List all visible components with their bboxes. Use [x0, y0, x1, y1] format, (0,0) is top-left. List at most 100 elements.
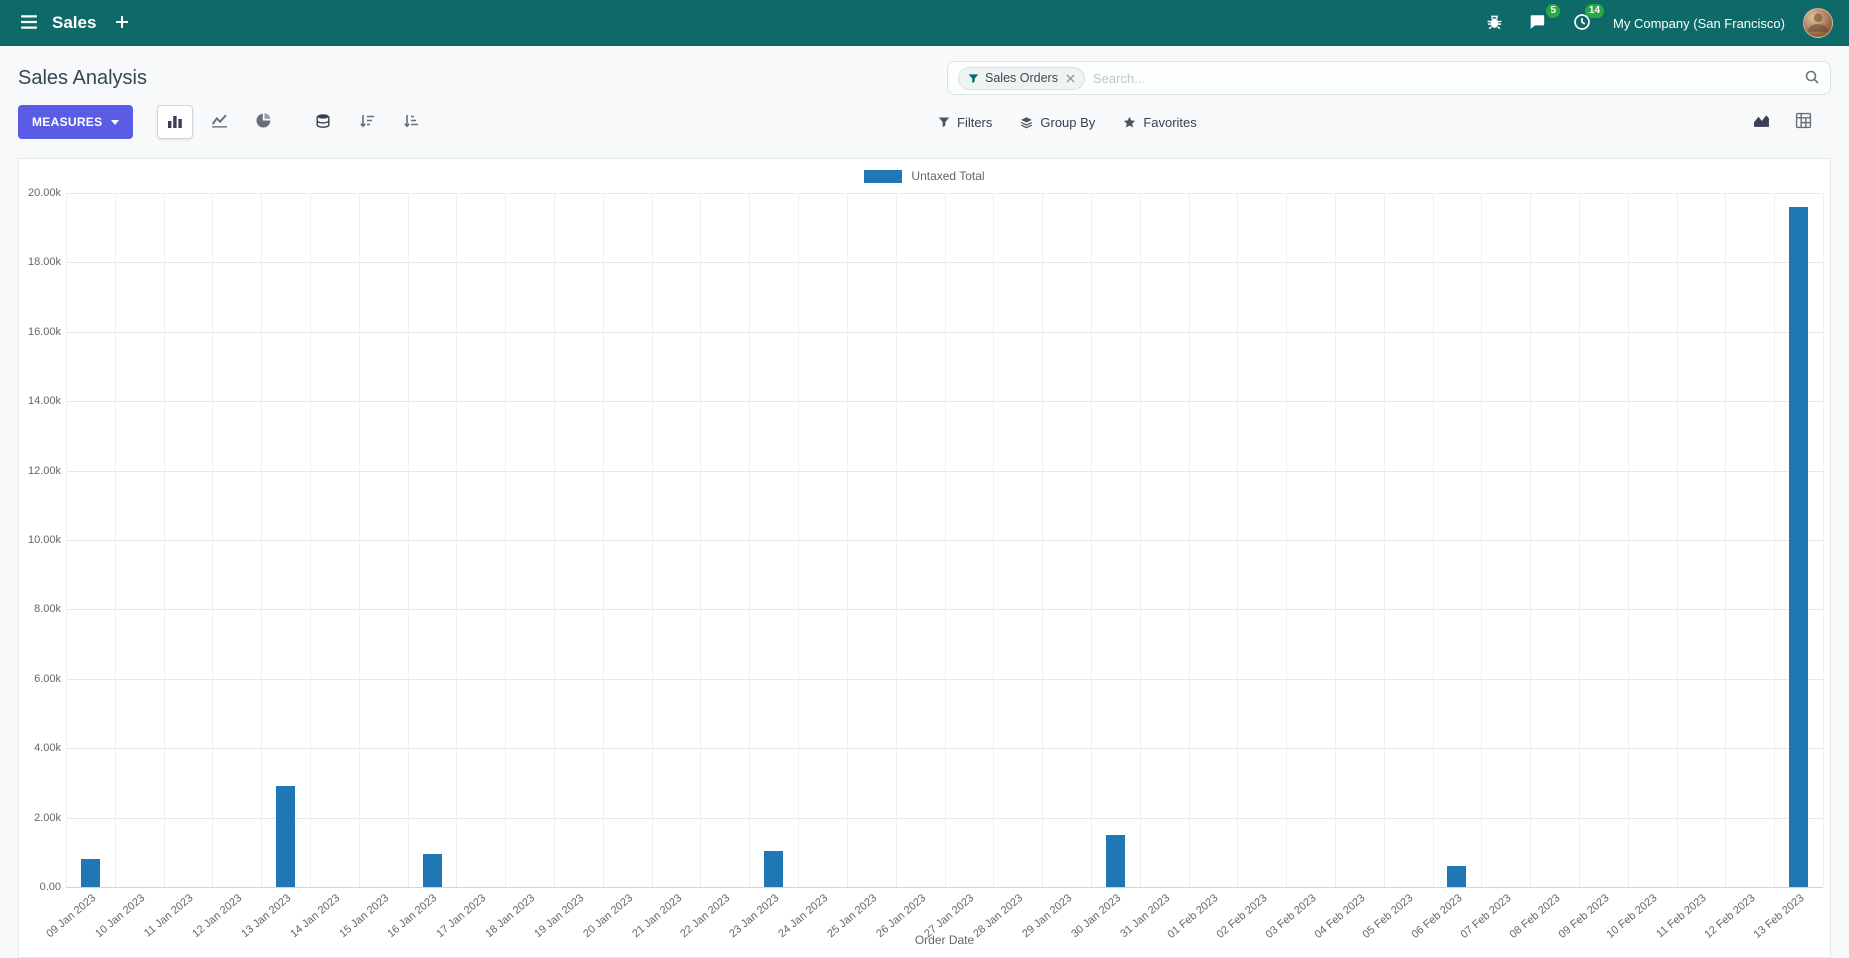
app-menu-sales[interactable]: Sales — [52, 13, 97, 32]
menu-toggle-button[interactable] — [16, 9, 42, 38]
group-by-button[interactable]: Group By — [1020, 115, 1095, 130]
gridline-vertical — [1774, 193, 1776, 887]
pivot-table-icon — [1795, 112, 1812, 132]
bar-13-jan-2023[interactable] — [276, 786, 296, 887]
measures-label: MEASURES — [32, 115, 103, 129]
group-by-label: Group By — [1040, 114, 1096, 130]
plus-button[interactable] — [110, 10, 134, 37]
gridline-vertical — [456, 193, 458, 887]
gridline-vertical — [1042, 193, 1044, 887]
group-by-icon — [1020, 116, 1033, 129]
y-axis: 0.00 2.00k 4.00k 6.00k 8.00k 10.00k 12.00k 14.0… — [19, 187, 61, 893]
gridline-vertical — [1432, 193, 1434, 887]
bar-chart-icon — [167, 113, 183, 132]
chat-icon — [1529, 13, 1547, 34]
bar-13-feb-2023[interactable] — [1789, 206, 1809, 887]
messages-badge: 5 — [1546, 3, 1561, 18]
x-axis-title: Order Date — [914, 933, 975, 947]
y-tick-label: 4.00k — [34, 742, 61, 755]
y-tick-label: 10.00k — [27, 534, 61, 546]
messages-button[interactable]: 5 — [1525, 3, 1561, 38]
plus-icon — [114, 14, 130, 33]
person-icon — [1805, 12, 1831, 37]
activities-badge: 14 — [1584, 3, 1605, 18]
gridline-vertical — [1530, 193, 1532, 887]
measures-button[interactable]: MEASURES — [18, 105, 134, 139]
y-tick-label: 14.00k — [27, 395, 61, 408]
pie-chart-icon — [255, 112, 272, 132]
y-tick-label: 12.00k — [27, 464, 61, 477]
gridline-vertical — [846, 193, 848, 887]
user-avatar[interactable] — [1803, 8, 1833, 38]
bar-09-jan-2023[interactable] — [80, 859, 100, 887]
y-tick-label: 20.00k — [27, 187, 61, 199]
gridline-vertical — [407, 193, 409, 887]
gridline-vertical — [1139, 193, 1141, 887]
gridline-vertical — [1725, 193, 1727, 887]
search-options-group: Filters Group By Favorites — [938, 115, 1197, 130]
search-bar[interactable]: Sales Orders — [947, 61, 1831, 95]
stacked-toggle-button[interactable] — [305, 105, 341, 139]
facet-remove-button[interactable] — [1066, 71, 1075, 86]
y-tick-label: 8.00k — [34, 603, 61, 616]
gridline-vertical — [798, 193, 800, 887]
bar-23-jan-2023[interactable] — [764, 850, 784, 887]
debug-button[interactable] — [1482, 9, 1507, 37]
control-panel: Sales Analysis Sales Orders — [0, 46, 1849, 150]
search-submit-button[interactable] — [1804, 69, 1820, 88]
gridline-vertical — [993, 193, 995, 887]
chart-type-group — [157, 105, 281, 139]
filters-label: Filters — [957, 114, 993, 130]
gridline-vertical — [1090, 193, 1092, 887]
page-title: Sales Analysis — [18, 66, 147, 89]
search-icon — [1804, 69, 1820, 88]
search-facet-label: Sales Orders — [985, 71, 1058, 85]
chart-card: Untaxed Total 0.00 2.00k 4.00k 6.00k 8.00k 10… — [18, 158, 1831, 958]
filters-icon — [938, 116, 950, 128]
sort-descending-icon — [359, 113, 375, 132]
gridline-vertical — [114, 193, 116, 887]
graph-view-button[interactable] — [1743, 105, 1779, 139]
sort-ascending-button[interactable] — [393, 105, 429, 139]
favorites-button[interactable]: Favorites — [1123, 114, 1197, 130]
pivot-view-button[interactable] — [1785, 105, 1821, 139]
pie-chart-button[interactable] — [245, 105, 281, 139]
y-tick-label: 16.00k — [27, 325, 61, 338]
search-input[interactable] — [1092, 70, 1796, 86]
gridline-vertical — [602, 193, 604, 887]
gridline-vertical — [1481, 193, 1483, 887]
bar-06-feb-2023[interactable] — [1447, 865, 1467, 887]
bug-icon — [1486, 13, 1503, 33]
sort-descending-button[interactable] — [349, 105, 385, 139]
company-switcher[interactable]: My Company (San Francisco) — [1613, 15, 1785, 31]
y-tick-label: 0.00 — [39, 881, 61, 893]
bar-chart-button[interactable] — [157, 105, 194, 139]
gridline-vertical — [554, 193, 556, 887]
legend-swatch — [864, 169, 903, 183]
star-icon — [1123, 116, 1136, 129]
view-switcher — [1743, 105, 1821, 139]
activities-button[interactable]: 14 — [1569, 3, 1605, 38]
gridline-vertical — [700, 193, 702, 887]
gridline-vertical — [358, 193, 360, 887]
gridline-vertical — [749, 193, 751, 887]
search-facet-sales-orders[interactable]: Sales Orders — [958, 66, 1085, 90]
filter-funnel-icon — [968, 73, 979, 84]
gridline-vertical — [944, 193, 946, 887]
favorites-label: Favorites — [1143, 114, 1197, 130]
gridline-vertical — [163, 193, 165, 887]
gridline-vertical — [310, 193, 312, 887]
chart-option-group — [305, 105, 429, 139]
area-chart-icon — [1753, 112, 1770, 132]
chart-legend[interactable]: Untaxed Total — [19, 169, 1830, 183]
filters-button[interactable]: Filters — [938, 115, 992, 130]
line-chart-button[interactable] — [201, 105, 237, 139]
gridline-vertical — [1676, 193, 1678, 887]
gridline-vertical — [212, 193, 214, 887]
hamburger-icon — [20, 13, 38, 34]
gridline-vertical — [1627, 193, 1629, 887]
gridline-horizontal — [66, 887, 1823, 888]
bar-16-jan-2023[interactable] — [422, 854, 442, 887]
chevron-down-icon — [111, 119, 120, 125]
bar-30-jan-2023[interactable] — [1105, 834, 1125, 887]
